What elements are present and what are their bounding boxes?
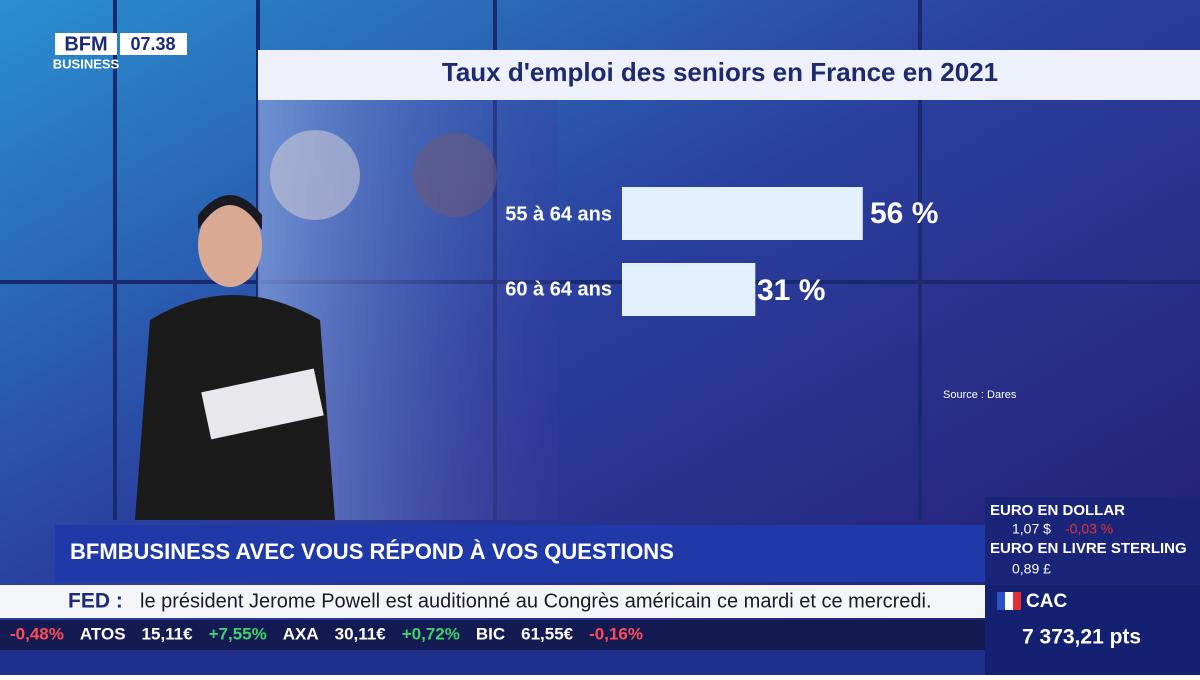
- stock-item: -0,48%: [10, 624, 64, 643]
- market-value: 1,07 $: [1012, 521, 1051, 537]
- logo-box: [55, 33, 117, 55]
- market-label: EURO EN DOLLAR: [990, 502, 1125, 519]
- time-box: [120, 33, 187, 55]
- value-label: 31 %: [757, 274, 825, 307]
- news-bg: [0, 585, 985, 618]
- flag: [997, 592, 1005, 610]
- stock-item: ATOS: [80, 624, 126, 643]
- title-band: [258, 50, 1200, 100]
- logo-sub: BUSINESS: [53, 56, 120, 71]
- presenter-head: [198, 203, 262, 287]
- news-tag: FED :: [68, 590, 123, 613]
- bar: [622, 263, 756, 316]
- stock-item: +7,55%: [209, 624, 267, 643]
- bars: [622, 187, 863, 316]
- market-label: CAC: [1026, 591, 1067, 612]
- stock-item: AXA: [283, 624, 319, 643]
- source: Source : Dares: [943, 389, 1017, 401]
- stock-bg: [0, 620, 985, 650]
- photo-person: [413, 133, 497, 217]
- stock-item: BIC: [476, 624, 505, 643]
- footer-bar: [0, 650, 985, 675]
- logo-brand: BFM: [64, 33, 107, 55]
- flag: [1005, 592, 1013, 610]
- market-label: EURO EN LIVRE STERLING: [990, 540, 1187, 557]
- stock-item: 15,11€: [142, 624, 194, 643]
- stock-item: 61,55€: [521, 624, 574, 643]
- flag: [1013, 592, 1021, 610]
- papers: [201, 368, 324, 440]
- value-label: 56 %: [870, 197, 938, 230]
- bar: [622, 187, 863, 240]
- banner-bg: [55, 525, 985, 582]
- clock: 07.38: [130, 34, 175, 54]
- photo-person: [270, 130, 360, 220]
- stock-ticker: -0,48% ATOS 15,11€ +7,55% AXA 30,11€ +0,72% BIC…: [10, 624, 643, 643]
- chart-title: Taux d'emploi des seniors en France en 2…: [442, 57, 998, 87]
- presenter-hair: [198, 195, 262, 230]
- stock-item: -0,16%: [589, 624, 643, 643]
- market-value: 0,89 £: [1012, 561, 1051, 577]
- banner: BFMBUSINESS AVEC VOUS RÉPOND À VOS QUEST…: [70, 539, 674, 564]
- category-label: 55 à 64 ans: [505, 203, 612, 225]
- market-value: 7 373,21 pts: [1022, 626, 1141, 649]
- stock-item: +0,72%: [402, 624, 460, 643]
- news-text: le président Jerome Powell est auditionn…: [140, 590, 932, 612]
- stock-item: 30,11€: [335, 624, 387, 643]
- category-label: 60 à 64 ans: [505, 278, 612, 300]
- market-change: -0,03 %: [1065, 521, 1113, 537]
